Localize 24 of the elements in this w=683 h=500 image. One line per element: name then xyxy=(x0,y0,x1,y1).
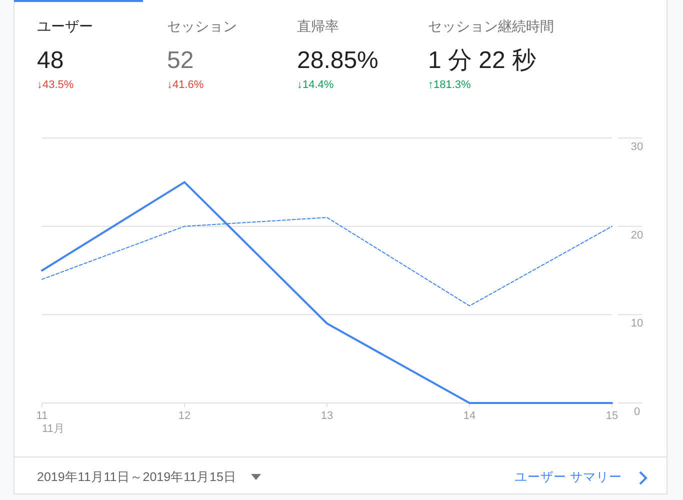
x-tick-label: 11 xyxy=(36,410,48,422)
y-tick-label: 10 xyxy=(630,318,644,330)
text: 28.85% xyxy=(297,47,378,74)
text: 52 xyxy=(167,47,194,74)
text: 11月 xyxy=(42,423,64,435)
text: ↓43.5% xyxy=(37,79,74,91)
text: 48 xyxy=(37,47,64,74)
text: ユーザー xyxy=(37,18,93,34)
x-tick-label: 12 xyxy=(178,410,191,422)
x-tick-label: 14 xyxy=(463,410,476,422)
text: ユーザー サマリー xyxy=(514,470,622,484)
text: ↓41.6% xyxy=(167,79,204,91)
text: セッション継続時間 xyxy=(428,18,554,34)
text: 1 分 22 秒 xyxy=(428,47,536,74)
x-tick-label: 15 xyxy=(606,410,618,422)
text: 直帰率 xyxy=(297,18,339,34)
text: セッション xyxy=(167,18,237,34)
text: 2019年11月11日～2019年11月15日 xyxy=(37,470,236,484)
text: ↓14.4% xyxy=(297,79,334,91)
text: ↑181.3% xyxy=(428,79,472,91)
y-tick-label: 20 xyxy=(630,229,644,242)
x-tick-label: 13 xyxy=(320,410,334,422)
y-tick-label: 30 xyxy=(630,141,644,153)
y-tick-label: 0 xyxy=(634,406,640,418)
